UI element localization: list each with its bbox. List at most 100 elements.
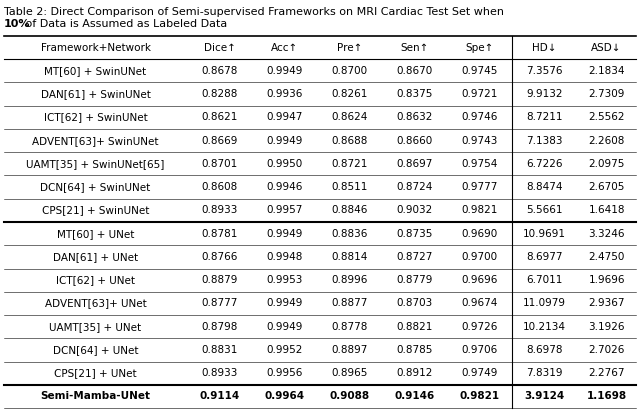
Text: 0.8632: 0.8632 — [396, 112, 433, 122]
Text: 0.8701: 0.8701 — [202, 159, 237, 169]
Text: 0.8996: 0.8996 — [331, 275, 367, 285]
Text: CPS[21] + SwinUNet: CPS[21] + SwinUNet — [42, 206, 149, 215]
Text: 0.8779: 0.8779 — [396, 275, 433, 285]
Text: HD↓: HD↓ — [532, 43, 557, 53]
Text: 0.9721: 0.9721 — [461, 89, 497, 99]
Text: 0.8836: 0.8836 — [331, 229, 367, 239]
Text: 0.9690: 0.9690 — [461, 229, 497, 239]
Text: 9.9132: 9.9132 — [526, 89, 563, 99]
Text: 0.8785: 0.8785 — [396, 345, 433, 355]
Text: 0.9749: 0.9749 — [461, 368, 497, 378]
Text: 0.8912: 0.8912 — [396, 368, 433, 378]
Text: 7.1383: 7.1383 — [526, 136, 563, 145]
Text: 0.8814: 0.8814 — [331, 252, 367, 262]
Text: 0.9949: 0.9949 — [266, 322, 303, 332]
Text: 11.0979: 11.0979 — [523, 298, 566, 308]
Text: 0.8933: 0.8933 — [202, 206, 237, 215]
Text: 0.8933: 0.8933 — [202, 368, 237, 378]
Text: 0.8261: 0.8261 — [331, 89, 367, 99]
Text: 0.8781: 0.8781 — [202, 229, 237, 239]
Text: 0.8831: 0.8831 — [202, 345, 237, 355]
Text: Pre↑: Pre↑ — [337, 43, 362, 53]
Text: DCN[64] + SwinUNet: DCN[64] + SwinUNet — [40, 182, 150, 192]
Text: of Data is Assumed as Labeled Data: of Data is Assumed as Labeled Data — [22, 19, 227, 29]
Text: 0.8669: 0.8669 — [202, 136, 237, 145]
Text: 7.3576: 7.3576 — [526, 66, 563, 76]
Text: 0.9032: 0.9032 — [396, 206, 433, 215]
Text: 0.9706: 0.9706 — [461, 345, 497, 355]
Text: 2.7309: 2.7309 — [588, 89, 625, 99]
Text: MT[60] + UNet: MT[60] + UNet — [57, 229, 134, 239]
Text: 2.5562: 2.5562 — [588, 112, 625, 122]
Text: 0.9114: 0.9114 — [200, 391, 239, 402]
Text: 0.8778: 0.8778 — [331, 322, 367, 332]
Text: 0.9146: 0.9146 — [394, 391, 435, 402]
Text: 0.9777: 0.9777 — [461, 182, 497, 192]
Text: 0.9696: 0.9696 — [461, 275, 497, 285]
Text: 10%: 10% — [4, 19, 31, 29]
Text: 0.8879: 0.8879 — [202, 275, 237, 285]
Text: 0.8735: 0.8735 — [396, 229, 433, 239]
Text: 0.9674: 0.9674 — [461, 298, 497, 308]
Text: Table 2: Direct Comparison of Semi-supervised Frameworks on MRI Cardiac Test Set: Table 2: Direct Comparison of Semi-super… — [4, 7, 504, 17]
Text: 0.9964: 0.9964 — [264, 391, 305, 402]
Text: 2.2767: 2.2767 — [588, 368, 625, 378]
Text: 0.9936: 0.9936 — [266, 89, 303, 99]
Text: 0.9949: 0.9949 — [266, 66, 303, 76]
Text: 8.8474: 8.8474 — [526, 182, 563, 192]
Text: Sen↑: Sen↑ — [400, 43, 428, 53]
Text: 8.6977: 8.6977 — [526, 252, 563, 262]
Text: 8.7211: 8.7211 — [526, 112, 563, 122]
Text: UAMT[35] + UNet: UAMT[35] + UNet — [49, 322, 141, 332]
Text: MT[60] + SwinUNet: MT[60] + SwinUNet — [44, 66, 147, 76]
Text: Dice↑: Dice↑ — [204, 43, 236, 53]
Text: 1.1698: 1.1698 — [587, 391, 627, 402]
Text: 0.8608: 0.8608 — [202, 182, 237, 192]
Text: 0.9949: 0.9949 — [266, 229, 303, 239]
Text: 2.1834: 2.1834 — [588, 66, 625, 76]
Text: 0.8375: 0.8375 — [396, 89, 433, 99]
Text: 0.9950: 0.9950 — [266, 159, 303, 169]
Text: 2.7026: 2.7026 — [588, 345, 625, 355]
Text: 0.8846: 0.8846 — [331, 206, 367, 215]
Text: 0.8724: 0.8724 — [396, 182, 433, 192]
Text: 2.6705: 2.6705 — [588, 182, 625, 192]
Text: Framework+Network: Framework+Network — [40, 43, 150, 53]
Text: 0.9949: 0.9949 — [266, 298, 303, 308]
Text: 0.9949: 0.9949 — [266, 136, 303, 145]
Text: 0.9946: 0.9946 — [266, 182, 303, 192]
Text: DAN[61] + UNet: DAN[61] + UNet — [53, 252, 138, 262]
Text: 0.9700: 0.9700 — [461, 252, 497, 262]
Text: 0.8703: 0.8703 — [396, 298, 433, 308]
Text: 0.8688: 0.8688 — [331, 136, 367, 145]
Text: 0.9743: 0.9743 — [461, 136, 497, 145]
Text: ASD↓: ASD↓ — [591, 43, 622, 53]
Text: 10.2134: 10.2134 — [523, 322, 566, 332]
Text: Acc↑: Acc↑ — [271, 43, 298, 53]
Text: 6.7011: 6.7011 — [526, 275, 563, 285]
Text: 2.0975: 2.0975 — [588, 159, 625, 169]
Text: DCN[64] + UNet: DCN[64] + UNet — [52, 345, 138, 355]
Text: 0.8660: 0.8660 — [396, 136, 433, 145]
Text: 0.8621: 0.8621 — [202, 112, 237, 122]
Text: 3.3246: 3.3246 — [588, 229, 625, 239]
Text: 0.8697: 0.8697 — [396, 159, 433, 169]
Text: DAN[61] + SwinUNet: DAN[61] + SwinUNet — [40, 89, 150, 99]
Text: 0.8798: 0.8798 — [202, 322, 237, 332]
Text: 0.8727: 0.8727 — [396, 252, 433, 262]
Text: 0.9952: 0.9952 — [266, 345, 303, 355]
Text: 0.8877: 0.8877 — [331, 298, 367, 308]
Text: 0.8700: 0.8700 — [332, 66, 367, 76]
Text: ICT[62] + SwinUNet: ICT[62] + SwinUNet — [44, 112, 147, 122]
Text: Spe↑: Spe↑ — [465, 43, 493, 53]
Text: 3.9124: 3.9124 — [524, 391, 564, 402]
Text: Semi-Mamba-UNet: Semi-Mamba-UNet — [40, 391, 150, 402]
Text: 0.9947: 0.9947 — [266, 112, 303, 122]
Text: 0.9746: 0.9746 — [461, 112, 497, 122]
Text: 2.4750: 2.4750 — [588, 252, 625, 262]
Text: 0.9821: 0.9821 — [459, 391, 499, 402]
Text: 0.8766: 0.8766 — [202, 252, 237, 262]
Text: 6.7226: 6.7226 — [526, 159, 563, 169]
Text: 10.9691: 10.9691 — [523, 229, 566, 239]
Text: 2.2608: 2.2608 — [588, 136, 625, 145]
